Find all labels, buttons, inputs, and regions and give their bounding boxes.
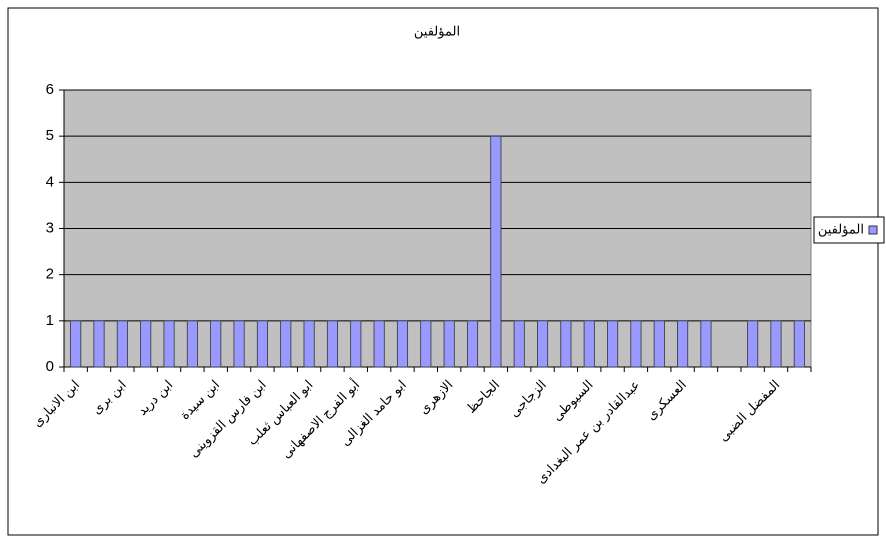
y-tick-label: 0	[46, 358, 54, 375]
bar	[233, 320, 245, 368]
bar	[116, 320, 128, 368]
chart-title: المؤلفين	[414, 23, 460, 39]
bar	[677, 320, 689, 368]
bar	[350, 320, 362, 368]
bar	[303, 320, 315, 368]
bar	[770, 320, 782, 368]
bar	[186, 320, 198, 368]
bar	[326, 320, 338, 368]
bar	[140, 320, 152, 368]
y-tick-label: 5	[46, 127, 54, 144]
bar	[420, 320, 432, 368]
bar	[560, 320, 572, 368]
bar	[443, 320, 455, 368]
bar	[373, 320, 385, 368]
bar	[747, 320, 759, 368]
bar	[280, 320, 292, 368]
bar	[583, 320, 595, 368]
legend-swatch	[868, 225, 878, 235]
bar	[793, 320, 805, 368]
bar	[396, 320, 409, 368]
bar	[256, 320, 268, 368]
bar	[490, 135, 502, 368]
bar	[163, 320, 175, 368]
bar	[537, 320, 549, 368]
bar	[210, 320, 222, 368]
bar	[466, 320, 479, 368]
legend-label: المؤلفين	[818, 221, 864, 237]
y-tick-label: 3	[46, 219, 54, 236]
bar	[653, 320, 665, 368]
bar	[630, 320, 642, 368]
y-tick-label: 2	[46, 266, 54, 283]
y-tick-label: 4	[46, 173, 54, 190]
y-tick-label: 6	[46, 81, 54, 98]
y-tick-label: 1	[46, 312, 54, 329]
bar	[607, 320, 619, 368]
bar	[700, 320, 712, 368]
bar	[93, 320, 105, 368]
bar	[513, 320, 525, 368]
bar	[70, 320, 82, 368]
